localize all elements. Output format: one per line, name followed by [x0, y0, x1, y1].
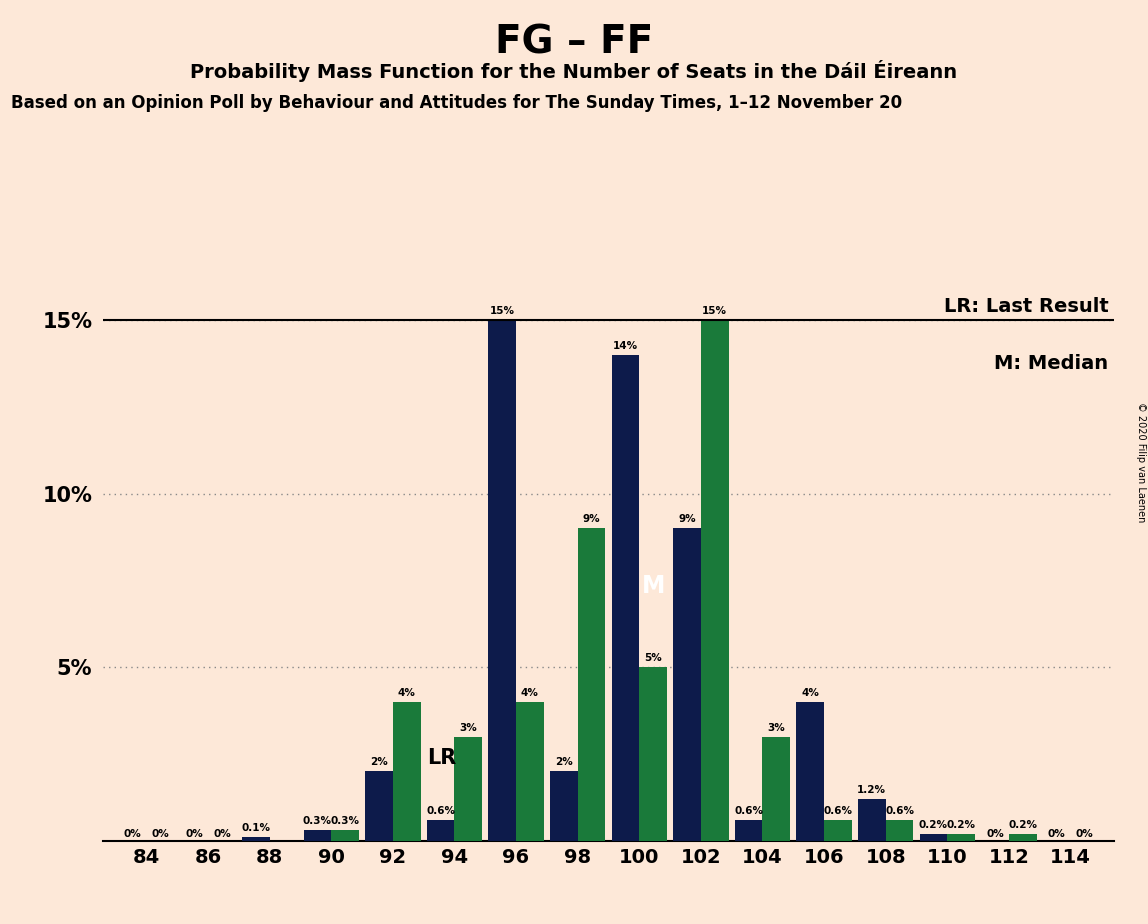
Bar [885, 820, 914, 841]
Bar [762, 736, 790, 841]
Bar [858, 799, 885, 841]
Bar [332, 831, 359, 841]
Bar [393, 702, 420, 841]
Text: FG – FF: FG – FF [495, 23, 653, 61]
Text: M: M [642, 574, 665, 598]
Text: 0%: 0% [1048, 829, 1065, 839]
Bar [920, 833, 947, 841]
Text: 0.2%: 0.2% [947, 820, 976, 830]
Text: 0%: 0% [214, 829, 231, 839]
Text: 14%: 14% [613, 341, 638, 350]
Bar [700, 320, 729, 841]
Bar [824, 820, 852, 841]
Bar [303, 831, 332, 841]
Bar [365, 772, 393, 841]
Text: 0.3%: 0.3% [303, 816, 332, 826]
Text: 0.6%: 0.6% [885, 806, 914, 816]
Bar [488, 320, 517, 841]
Bar [947, 833, 975, 841]
Bar [1009, 833, 1037, 841]
Bar [639, 667, 667, 841]
Bar [242, 837, 270, 841]
Text: 0%: 0% [185, 829, 203, 839]
Text: 3%: 3% [767, 723, 785, 733]
Text: M: Median: M: Median [994, 354, 1109, 373]
Text: 5%: 5% [644, 653, 662, 663]
Bar [673, 529, 700, 841]
Bar [427, 820, 455, 841]
Text: LR: Last Result: LR: Last Result [944, 297, 1109, 316]
Text: 4%: 4% [521, 687, 538, 698]
Text: 15%: 15% [490, 306, 514, 316]
Text: 0.6%: 0.6% [734, 806, 763, 816]
Text: 2%: 2% [370, 758, 388, 767]
Bar [612, 355, 639, 841]
Text: 15%: 15% [703, 306, 727, 316]
Text: 4%: 4% [397, 687, 416, 698]
Text: 0.6%: 0.6% [426, 806, 455, 816]
Bar [577, 529, 605, 841]
Bar [735, 820, 762, 841]
Text: Probability Mass Function for the Number of Seats in the Dáil Éireann: Probability Mass Function for the Number… [191, 60, 957, 82]
Bar [550, 772, 577, 841]
Text: 0.2%: 0.2% [1008, 820, 1037, 830]
Text: 0%: 0% [986, 829, 1003, 839]
Text: 9%: 9% [678, 514, 696, 524]
Text: 0%: 0% [1076, 829, 1093, 839]
Bar [797, 702, 824, 841]
Text: 1.2%: 1.2% [858, 785, 886, 795]
Text: 3%: 3% [459, 723, 478, 733]
Text: 2%: 2% [554, 758, 573, 767]
Text: 0%: 0% [152, 829, 169, 839]
Text: Based on an Opinion Poll by Behaviour and Attitudes for The Sunday Times, 1–12 N: Based on an Opinion Poll by Behaviour an… [11, 94, 902, 112]
Text: 9%: 9% [583, 514, 600, 524]
Bar [517, 702, 544, 841]
Text: 0.6%: 0.6% [823, 806, 853, 816]
Text: 0.1%: 0.1% [241, 823, 270, 833]
Bar [455, 736, 482, 841]
Text: 4%: 4% [801, 687, 820, 698]
Text: 0.3%: 0.3% [331, 816, 359, 826]
Text: LR: LR [427, 748, 456, 768]
Text: 0.2%: 0.2% [918, 820, 948, 830]
Text: © 2020 Filip van Laenen: © 2020 Filip van Laenen [1137, 402, 1146, 522]
Text: 0%: 0% [124, 829, 141, 839]
